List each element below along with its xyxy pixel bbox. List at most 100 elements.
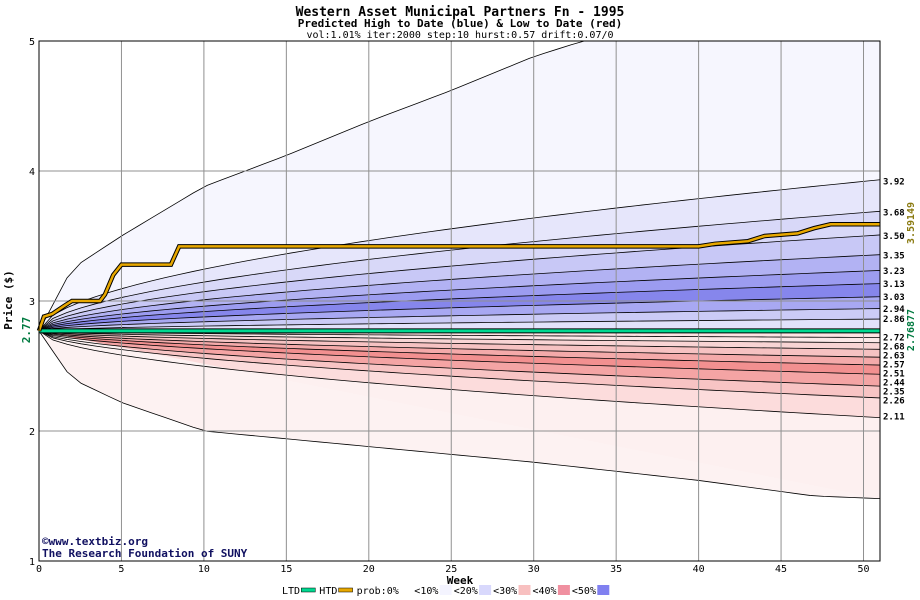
- contour-line: [39, 270, 880, 332]
- lower-band: [39, 330, 880, 343]
- upper-band: [39, 296, 880, 331]
- right-value-label: 3.50: [883, 232, 905, 242]
- right-value-label: 3.92: [883, 177, 905, 187]
- legend-label: HTD: [319, 586, 337, 597]
- upper-band: [39, 234, 880, 331]
- chart-title: Western Asset Municipal Partners Fn - 19…: [296, 5, 625, 20]
- legend-label: <30%: [493, 586, 517, 597]
- legend-swatch: [479, 585, 492, 595]
- legend: LTD HTD prob:0% <10% <20% <30% <40% <50%: [282, 585, 610, 597]
- contour-line: [39, 330, 880, 399]
- legend-label: prob:0%: [357, 586, 399, 597]
- x-tick-label: 30: [528, 564, 540, 575]
- contour-line: [39, 308, 880, 332]
- right-value-label: 2.72: [883, 333, 905, 343]
- x-tick-label: 20: [363, 564, 375, 575]
- x-axis-label: Week: [447, 574, 474, 587]
- contour-line: [39, 330, 880, 366]
- x-tick-label: 10: [198, 564, 210, 575]
- y-tick-label: 1: [29, 557, 35, 568]
- right-value-label: 3.03: [883, 293, 905, 303]
- y-tick-label: 4: [29, 167, 35, 178]
- right-value-label: 2.35: [883, 387, 905, 397]
- legend-line-swatch: [301, 587, 316, 593]
- lower-band: [39, 330, 880, 350]
- start-price-label: 2.77: [20, 317, 33, 344]
- legend-swatch: [597, 585, 610, 595]
- contour-line: [39, 330, 880, 419]
- upper-band: [39, 211, 880, 331]
- chart-subtitle: Predicted High to Date (blue) & Low to D…: [298, 17, 623, 30]
- upper-band: [39, 270, 880, 331]
- right-value-label: 2.94: [883, 305, 905, 315]
- y-axis-label: Price ($): [2, 270, 15, 330]
- right-value-label: 2.11: [883, 413, 905, 423]
- legend-swatch: [439, 585, 452, 595]
- legend-line-swatch: [338, 587, 353, 593]
- chart-params: vol:1.01% iter:2000 step:10 hurst:0.57 d…: [306, 30, 613, 41]
- lower-band: [39, 330, 880, 499]
- lower-band: [39, 330, 880, 366]
- upper-band: [39, 254, 880, 331]
- contour-line: [39, 318, 880, 332]
- contour-line: [39, 330, 880, 350]
- legend-label: <10%: [414, 586, 438, 597]
- htd-line: [37, 223, 880, 332]
- x-tick-label: 35: [610, 564, 622, 575]
- lower-band: [39, 330, 880, 398]
- contour-line: [39, 330, 880, 387]
- upper-band: [39, 319, 880, 331]
- x-tick-label: 25: [445, 564, 457, 575]
- right-value-label: 2.63: [883, 351, 905, 361]
- y-tick-label: 5: [29, 37, 35, 48]
- lower-band: [39, 330, 880, 387]
- right-value-label: 3.68: [883, 209, 905, 219]
- legend-label: <50%: [572, 586, 596, 597]
- x-tick-label: 40: [693, 564, 705, 575]
- contour-line: [39, 234, 880, 332]
- right-value-label: 3.35: [883, 252, 905, 262]
- legend-label: LTD: [282, 586, 300, 597]
- legend-label: <40%: [533, 586, 557, 597]
- htd-final-label: 3.59149: [906, 202, 917, 244]
- right-value-label: 2.44: [883, 378, 905, 388]
- contour-line: [39, 283, 880, 332]
- watermark-line1: ©www.textbiz.org: [42, 535, 148, 548]
- legend-swatch: [400, 585, 413, 595]
- x-tick-label: 50: [857, 564, 869, 575]
- contour-line: [39, 330, 880, 358]
- x-tick-label: 45: [775, 564, 787, 575]
- right-value-label: 2.26: [883, 396, 905, 406]
- right-value-label: 3.23: [883, 267, 905, 277]
- x-tick-label: 5: [118, 564, 124, 575]
- x-tick-label: 0: [36, 564, 42, 575]
- contour-line: [39, 330, 880, 499]
- right-value-label: 2.86: [883, 315, 905, 325]
- legend-swatch: [557, 585, 570, 595]
- ltd-final-label: 2.76877: [906, 309, 917, 351]
- lower-band: [39, 330, 880, 358]
- legend-swatch: [518, 585, 531, 595]
- contour-line: [39, 330, 880, 344]
- contour-line: [39, 179, 880, 332]
- contour-line: [39, 210, 880, 332]
- legend-label: <20%: [454, 586, 478, 597]
- watermark-line2: The Research Foundation of SUNY: [42, 547, 248, 560]
- upper-band: [39, 41, 880, 331]
- right-value-label: 3.13: [883, 280, 905, 290]
- contour-line: [39, 41, 587, 332]
- upper-band: [39, 179, 880, 331]
- x-tick-label: 15: [280, 564, 292, 575]
- right-value-label: 2.68: [883, 342, 905, 352]
- plot-area: 0 5 10 15 20 25 30 35 40 45 50123453.923.683.503.3…: [29, 37, 905, 575]
- contour-line: [39, 254, 880, 332]
- contour-line: [39, 296, 880, 332]
- lower-band: [39, 330, 880, 375]
- lower-band: [39, 330, 880, 418]
- contour-line: [39, 330, 880, 375]
- plot-frame: [38, 40, 881, 562]
- y-tick-label: 3: [29, 297, 35, 308]
- y-tick-label: 2: [29, 427, 35, 438]
- right-value-label: 2.51: [883, 369, 905, 379]
